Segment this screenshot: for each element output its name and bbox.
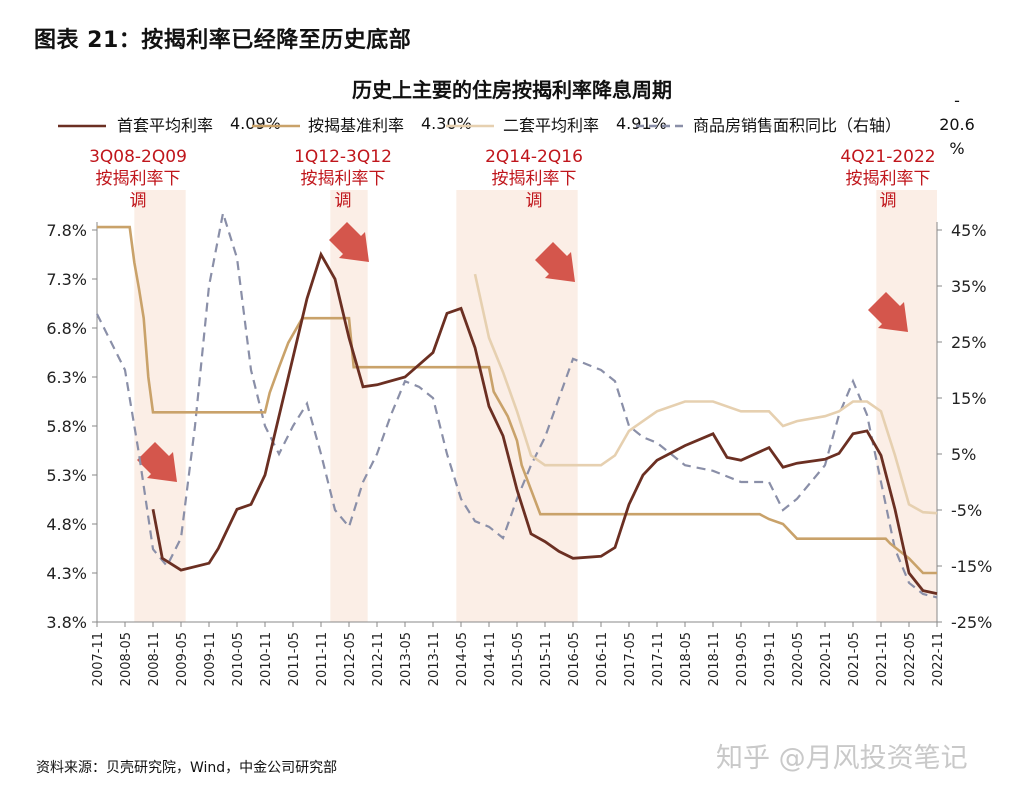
benchmark-rate-line <box>97 225 937 575</box>
x-tick-label: 2019-05 <box>735 632 750 686</box>
legend-value: - <box>954 91 960 110</box>
x-tick-label: 2007-11 <box>91 632 106 686</box>
x-tick-label: 2014-05 <box>455 632 470 686</box>
cycle-arrow-icon <box>137 442 177 482</box>
x-tick-label: 2022-11 <box>931 632 946 686</box>
x-tick-label: 2009-11 <box>203 632 218 686</box>
cycle-arrow-icon <box>329 222 369 262</box>
x-tick-label: 2016-11 <box>595 632 610 686</box>
legend-value: 4.30% <box>421 114 472 133</box>
cycle-label: 调 <box>526 191 543 211</box>
second-home-rate-line <box>473 273 938 515</box>
x-tick-label: 2012-11 <box>371 632 386 686</box>
x-tick-label: 2018-11 <box>707 632 722 686</box>
x-tick-label: 2015-05 <box>511 632 526 686</box>
cycle-label: 按揭利率下 <box>492 169 577 189</box>
x-tick-label: 2011-11 <box>315 632 330 686</box>
left-tick-label: 7.3% <box>46 270 87 289</box>
x-tick-label: 2010-05 <box>231 632 246 686</box>
legend-label: 首套平均利率 <box>117 116 213 135</box>
right-tick-label: -5% <box>951 501 982 520</box>
chart-title: 历史上主要的住房按揭利率降息周期 <box>352 78 672 102</box>
cycle-label: 按揭利率下 <box>846 169 931 189</box>
cycle-label: 1Q12-3Q12 <box>294 147 392 167</box>
cycle-label: 调 <box>880 191 897 211</box>
legend-value: 4.09% <box>230 114 281 133</box>
right-tick-label: 15% <box>951 389 987 408</box>
x-tick-label: 2010-11 <box>259 632 274 686</box>
x-tick-label: 2020-11 <box>819 632 834 686</box>
cycle-label: 3Q08-2Q09 <box>89 147 187 167</box>
legend-value: 20.6 <box>939 115 975 134</box>
left-tick-label: 6.3% <box>46 368 87 387</box>
legend-value: % <box>949 139 964 158</box>
cycle-band <box>134 190 186 622</box>
x-tick-label: 2008-05 <box>119 632 134 686</box>
sales-yoy-line <box>96 212 938 599</box>
first-home-rate-line <box>151 251 938 595</box>
x-tick-label: 2021-11 <box>875 632 890 686</box>
x-tick-label: 2013-11 <box>427 632 442 686</box>
x-tick-label: 2008-11 <box>147 632 162 686</box>
legend-value: 4.91% <box>616 114 667 133</box>
cycle-label: 按揭利率下 <box>96 169 181 189</box>
cycle-band <box>330 190 368 622</box>
x-tick-label: 2009-05 <box>175 632 190 686</box>
watermark: 知乎 @月风投资笔记 <box>716 743 968 774</box>
x-tick-label: 2011-05 <box>287 632 302 686</box>
right-tick-label: 45% <box>951 221 987 240</box>
x-tick-label: 2017-11 <box>651 632 666 686</box>
x-tick-label: 2018-05 <box>679 632 694 686</box>
figure-title: 图表 21：按揭利率已经降至历史底部 <box>34 28 412 53</box>
x-tick-label: 2017-05 <box>623 632 638 686</box>
cycle-label: 调 <box>130 191 147 211</box>
x-tick-label: 2016-05 <box>567 632 582 686</box>
left-tick-label: 6.8% <box>46 319 87 338</box>
legend-label: 商品房销售面积同比（右轴） <box>693 116 901 135</box>
source-note: 资料来源：贝壳研究院，Wind，中金公司研究部 <box>36 760 338 776</box>
left-tick-label: 7.8% <box>46 221 87 240</box>
right-tick-label: -25% <box>951 613 992 632</box>
legend-label: 按揭基准利率 <box>308 116 404 135</box>
legend-label: 二套平均利率 <box>503 116 599 135</box>
cycle-arrow-icon <box>535 242 575 282</box>
x-tick-label: 2015-11 <box>539 632 554 686</box>
x-tick-label: 2021-05 <box>847 632 862 686</box>
left-tick-label: 3.8% <box>46 613 87 632</box>
left-tick-label: 4.3% <box>46 564 87 583</box>
left-tick-label: 5.3% <box>46 466 87 485</box>
cycle-label: 4Q21-2022 <box>840 147 935 167</box>
cycle-label: 2Q14-2Q16 <box>485 147 583 167</box>
left-tick-label: 5.8% <box>46 417 87 436</box>
right-tick-label: 35% <box>951 277 987 296</box>
cycle-arrow-icon <box>868 292 908 332</box>
right-tick-label: -15% <box>951 557 992 576</box>
x-tick-label: 2013-05 <box>399 632 414 686</box>
right-tick-label: 25% <box>951 333 987 352</box>
x-tick-label: 2014-11 <box>483 632 498 686</box>
cycle-label: 按揭利率下 <box>301 169 386 189</box>
left-tick-label: 4.8% <box>46 515 87 534</box>
cycle-label: 调 <box>335 191 352 211</box>
right-tick-label: 5% <box>951 445 976 464</box>
cycle-band <box>876 190 937 622</box>
x-tick-label: 2020-05 <box>791 632 806 686</box>
x-tick-label: 2022-05 <box>903 632 918 686</box>
x-tick-label: 2019-11 <box>763 632 778 686</box>
x-tick-label: 2012-05 <box>343 632 358 686</box>
